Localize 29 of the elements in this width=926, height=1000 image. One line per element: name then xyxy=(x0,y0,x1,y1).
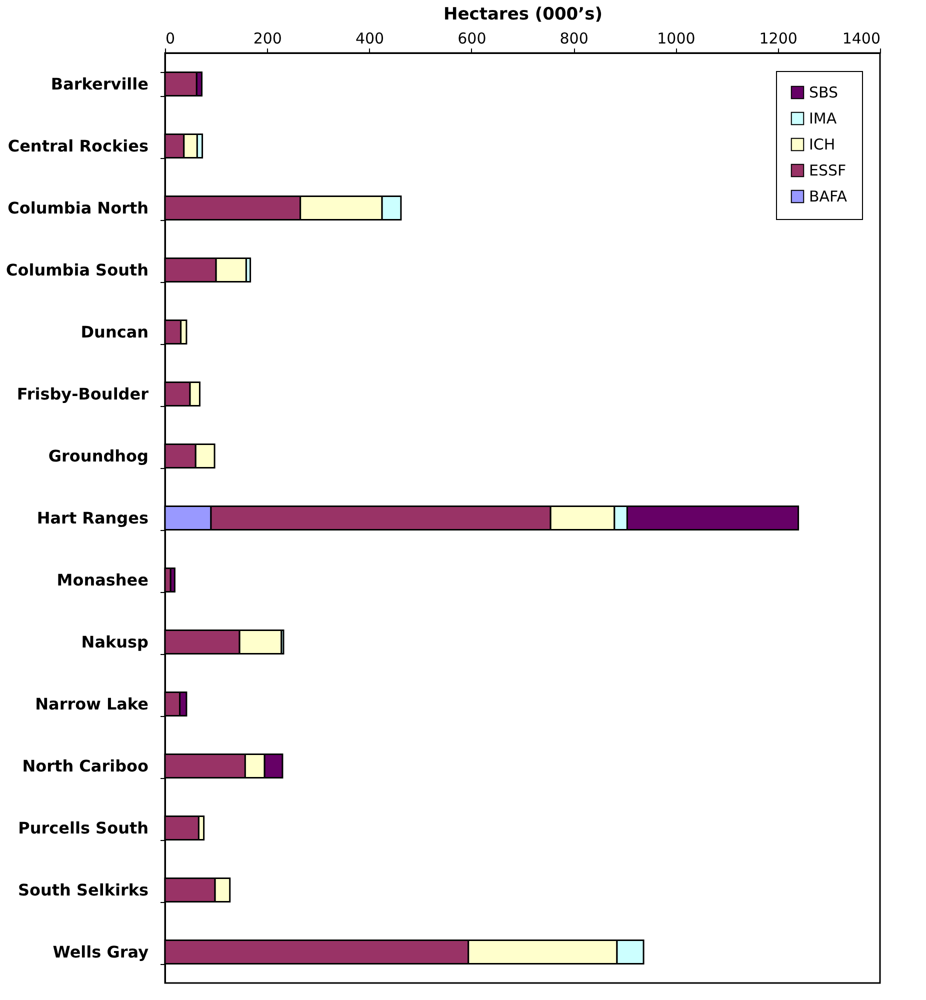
y-tick-label: Central Rockies xyxy=(8,136,148,156)
x-tick-label: 600 xyxy=(458,30,486,48)
y-tick-label: Monashee xyxy=(56,570,149,590)
y-tick-label: Nakusp xyxy=(81,632,148,652)
y-tick-label: Hart Ranges xyxy=(36,508,148,528)
x-tick-label: 0 xyxy=(166,30,176,48)
y-tick-label: Barkerville xyxy=(50,74,149,94)
x-tick-label: 800 xyxy=(560,30,588,48)
y-tick-label: Groundhog xyxy=(48,446,148,466)
x-axis-title: Hectares (000’s) xyxy=(444,4,602,24)
legend-label: ESSF xyxy=(809,162,846,180)
y-tick-label: North Cariboo xyxy=(22,756,149,776)
y-tick-label: Duncan xyxy=(80,322,148,342)
x-tick-label: 400 xyxy=(355,30,384,48)
y-tick-label: South Selkirks xyxy=(18,880,148,900)
legend-label: IMA xyxy=(809,110,838,128)
y-tick-label: Frisby-Boulder xyxy=(16,384,149,404)
legend-label: SBS xyxy=(809,84,838,102)
y-tick-label: Narrow Lake xyxy=(35,694,149,714)
x-tick-label: 1200 xyxy=(759,30,798,48)
y-tick-label: Wells Gray xyxy=(52,942,150,962)
y-tick-label: Columbia North xyxy=(8,198,148,218)
y-tick-label: Columbia South xyxy=(6,260,148,280)
y-tick-label: Purcells South xyxy=(18,818,148,838)
x-tick-label: 200 xyxy=(253,30,282,48)
x-tick-label: 1400 xyxy=(842,30,880,48)
legend-label: ICH xyxy=(809,136,836,154)
x-tick-label: 1000 xyxy=(657,30,696,48)
legend-label: BAFA xyxy=(809,188,848,206)
